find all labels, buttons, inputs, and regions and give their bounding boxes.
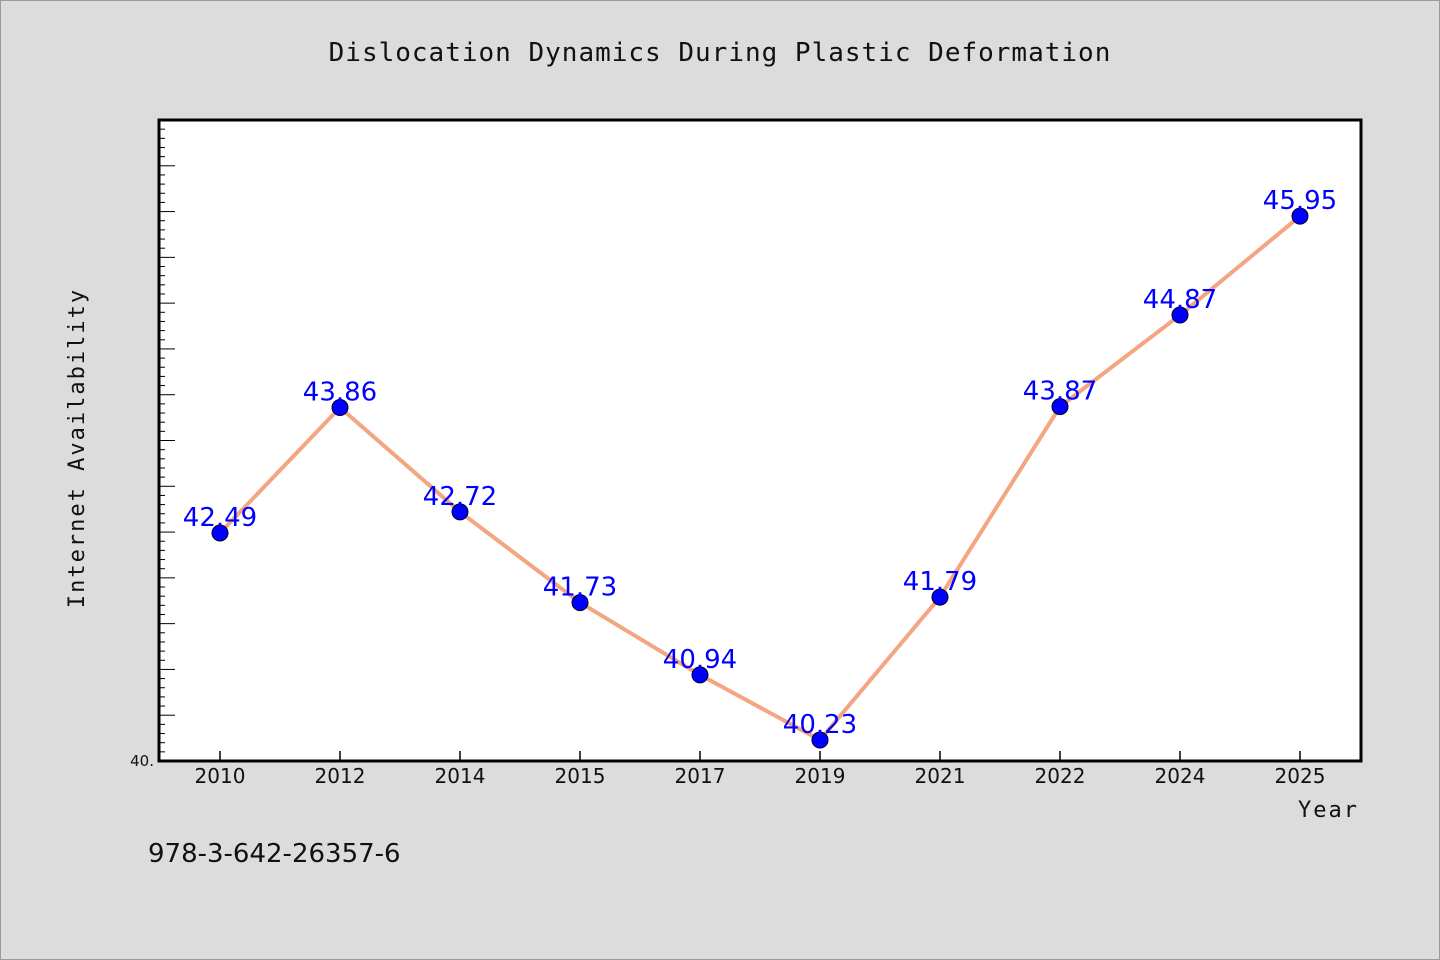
x-tick-label: 2014 <box>435 764 486 788</box>
data-label: 43.87 <box>1023 377 1097 407</box>
data-point <box>691 666 709 684</box>
data-label: 42.72 <box>423 482 497 512</box>
x-axis-ticks: 2010 2012 2014 2015 2017 2019 2021 2022 2024 2025 <box>195 751 1326 788</box>
plot-area <box>159 120 1361 761</box>
data-label: 41.79 <box>903 567 977 597</box>
x-tick-label: 2015 <box>555 764 606 788</box>
x-tick-label: 2017 <box>675 764 726 788</box>
data-label: 45.95 <box>1263 186 1337 216</box>
data-point <box>331 399 349 417</box>
data-point <box>1171 306 1189 324</box>
x-tick-label: 2019 <box>795 764 846 788</box>
x-tick-label: 2024 <box>1155 764 1206 788</box>
data-label: 40.94 <box>663 645 737 675</box>
data-label: 41.73 <box>543 573 617 603</box>
x-tick-label: 2025 <box>1275 764 1326 788</box>
y-axis-label: Internet Availability <box>65 288 90 608</box>
x-tick-label: 2010 <box>195 764 246 788</box>
data-point <box>931 588 949 606</box>
series-group: 42.49 43.86 42.72 41.73 40.94 40.23 41.79 43.87… <box>183 186 1337 749</box>
data-point <box>571 594 589 612</box>
plot-border <box>157 118 1363 763</box>
data-point <box>811 731 829 749</box>
x-axis-label: Year <box>1298 798 1359 823</box>
series-line <box>218 214 1302 742</box>
data-point <box>451 503 469 521</box>
data-point <box>1051 398 1069 416</box>
data-point <box>211 524 229 542</box>
x-tick-label: 2012 <box>315 764 366 788</box>
data-label: 43.86 <box>303 378 377 408</box>
data-label: 42.49 <box>183 503 257 533</box>
x-tick-label: 2022 <box>1035 764 1086 788</box>
data-label: 44.87 <box>1143 285 1217 315</box>
y-min-tick-label: 40. <box>130 752 154 770</box>
data-label: 40.23 <box>783 710 857 740</box>
chart-title: Dislocation Dynamics During Plastic Defo… <box>329 38 1112 68</box>
x-tick-label: 2021 <box>915 764 966 788</box>
isbn-text: 978-3-642-26357-6 <box>148 839 401 869</box>
data-point <box>1291 207 1309 225</box>
